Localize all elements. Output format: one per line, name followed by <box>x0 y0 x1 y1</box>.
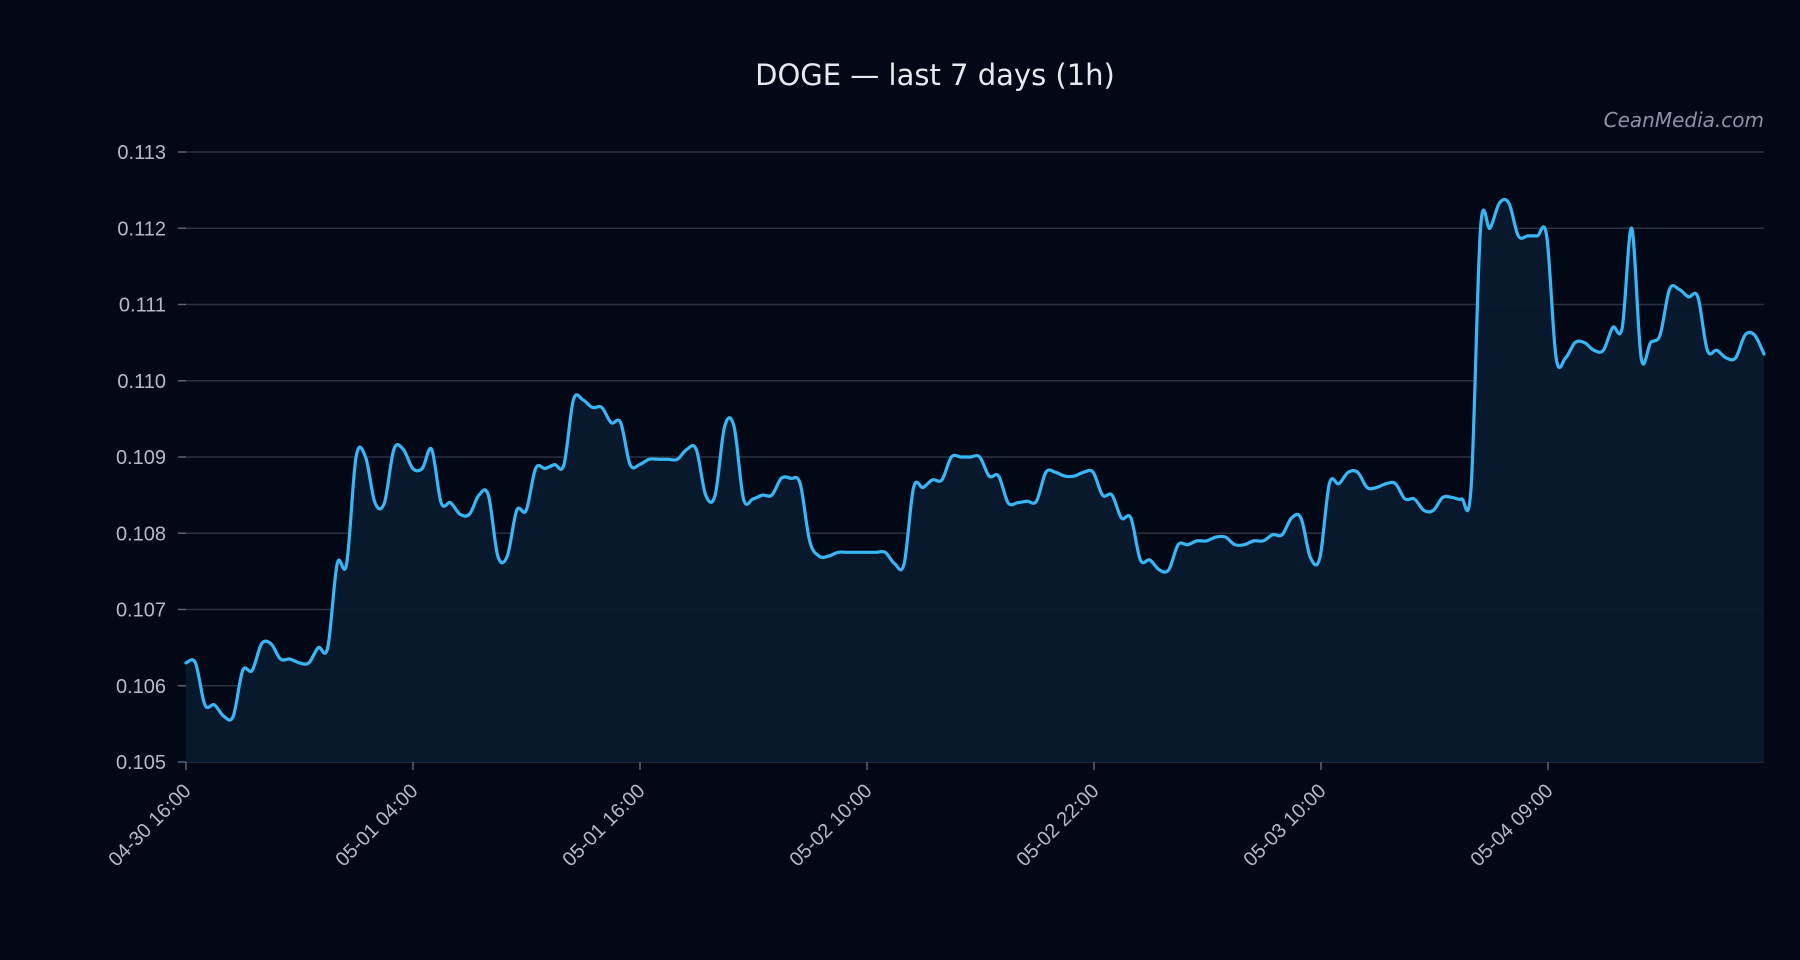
y-axis: 0.105 0.106 0.107 0.108 0.109 0.110 0.111 0.112… <box>116 142 186 774</box>
chart-title: DOGE — last 7 days (1h) <box>755 58 1115 92</box>
y-tick-label: 0.110 <box>117 371 166 393</box>
y-tick-label: 0.108 <box>116 523 166 545</box>
x-tick-label: 04-30 16:00 <box>104 780 195 871</box>
y-tick-label: 0.113 <box>117 142 166 164</box>
price-line <box>184 197 1766 722</box>
x-tick-label: 05-01 04:00 <box>331 780 422 871</box>
y-tick-label: 0.112 <box>117 218 166 240</box>
x-tick-label: 05-02 10:00 <box>785 780 876 871</box>
x-tick-label: 05-03 10:00 <box>1239 780 1330 871</box>
x-tick-label: 05-04 09:00 <box>1466 780 1557 871</box>
x-tick-label: 05-01 16:00 <box>558 780 649 871</box>
x-tick-label: 05-02 22:00 <box>1012 780 1103 871</box>
x-axis: 04-30 16:00 05-01 04:00 05-01 16:00 05-02 1… <box>104 762 1558 871</box>
price-area-fill <box>186 199 1764 762</box>
watermark: CeanMedia.com <box>1604 108 1764 132</box>
y-tick-label: 0.111 <box>119 295 166 317</box>
y-tick-label: 0.105 <box>116 752 166 774</box>
y-tick-label: 0.107 <box>116 600 166 622</box>
y-tick-label: 0.106 <box>116 676 166 698</box>
y-tick-label: 0.109 <box>116 447 166 469</box>
